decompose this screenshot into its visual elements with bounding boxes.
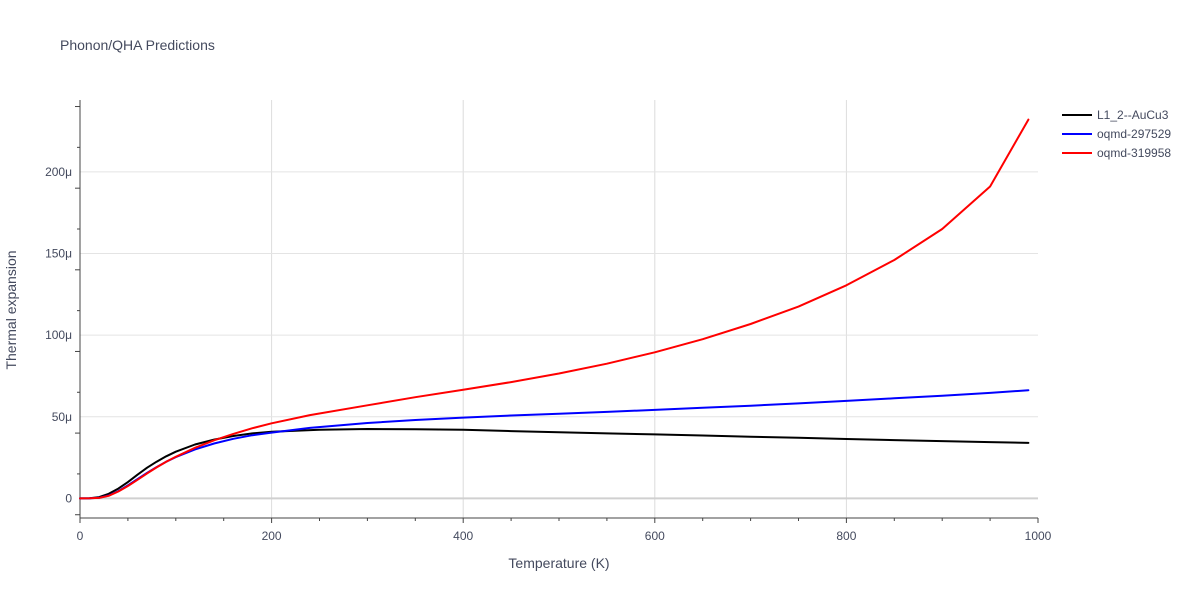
legend[interactable]: L1_2--AuCu3 oqmd-297529 oqmd-319958	[1062, 108, 1171, 160]
y-tick-label: 50μ	[52, 410, 72, 424]
x-tick-label: 0	[77, 529, 84, 543]
grid-layer	[80, 100, 1038, 518]
y-tick-label: 150μ	[45, 246, 72, 260]
x-tick-label: 400	[453, 529, 473, 543]
series-line-L1_2--AuCu3[interactable]	[79, 428, 1030, 500]
x-tick-label: 800	[836, 529, 856, 543]
chart-title: Phonon/QHA Predictions	[60, 37, 215, 53]
series-line-oqmd-319958[interactable]	[79, 118, 1030, 500]
y-tick-label: 100μ	[45, 328, 72, 342]
x-tick-label: 600	[645, 529, 665, 543]
legend-item[interactable]: oqmd-297529	[1062, 127, 1171, 141]
y-tick-label: 0	[65, 491, 72, 505]
legend-label: L1_2--AuCu3	[1097, 108, 1169, 122]
x-axis-title: Temperature (K)	[508, 555, 609, 571]
legend-label: oqmd-297529	[1097, 127, 1171, 141]
legend-label: oqmd-319958	[1097, 146, 1171, 160]
legend-item[interactable]: L1_2--AuCu3	[1062, 108, 1169, 122]
axes-layer: 0 200 400 600 800 1000 0 50μ 100μ 150μ 200μ	[45, 100, 1052, 543]
series-line-oqmd-297529[interactable]	[79, 389, 1030, 500]
y-axis-title: Thermal expansion	[3, 250, 19, 369]
x-tick-label: 1000	[1025, 529, 1052, 543]
x-tick-label: 200	[262, 529, 282, 543]
series-layer	[79, 118, 1030, 500]
y-tick-label: 200μ	[45, 165, 72, 179]
legend-item[interactable]: oqmd-319958	[1062, 146, 1171, 160]
